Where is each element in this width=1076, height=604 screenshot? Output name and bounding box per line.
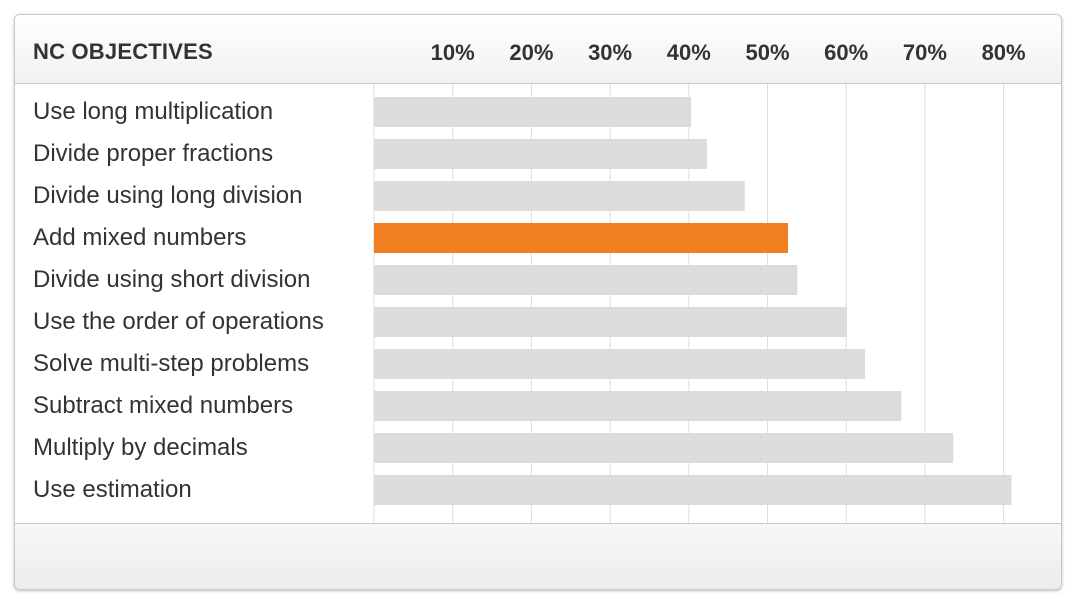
x-tick-label: 50% (745, 40, 790, 65)
category-label: Add mixed numbers (33, 224, 247, 251)
bar-plot (373, 84, 1012, 523)
bar (374, 475, 1012, 505)
x-tick-label: 10% (430, 40, 475, 65)
bar-highlighted (374, 223, 788, 253)
x-tick-label: 40% (666, 40, 711, 65)
category-label: Multiply by decimals (33, 434, 248, 461)
category-label: Solve multi-step problems (33, 350, 310, 377)
x-tick-label: 30% (588, 40, 633, 65)
x-tick-label: 60% (824, 40, 869, 65)
chart-header: NC OBJECTIVES 10% 20% 30% 40% 50% 60% 70% 80% (15, 15, 1061, 84)
category-label: Use the order of operations (33, 308, 324, 335)
category-label: Divide using short division (33, 266, 311, 293)
bar (374, 181, 745, 211)
x-tick-label: 20% (509, 40, 554, 65)
bar (374, 307, 847, 337)
x-tick-label: 80% (981, 40, 1026, 65)
x-tick-label: 70% (902, 40, 947, 65)
bar (374, 139, 707, 169)
bar (374, 391, 902, 421)
bar (374, 265, 798, 295)
bar (374, 349, 866, 379)
chart-panel: NC OBJECTIVES 10% 20% 30% 40% 50% 60% 70% 80% U… (14, 14, 1062, 590)
category-label: Divide proper fractions (33, 140, 274, 167)
category-label: Subtract mixed numbers (33, 392, 294, 419)
category-header: NC OBJECTIVES (33, 39, 213, 64)
bar (374, 97, 692, 127)
chart-footer (15, 523, 1061, 589)
category-label: Divide using long division (33, 182, 303, 209)
bar (374, 433, 954, 463)
category-label: Use estimation (33, 476, 192, 503)
category-label: Use long multiplication (33, 98, 274, 125)
